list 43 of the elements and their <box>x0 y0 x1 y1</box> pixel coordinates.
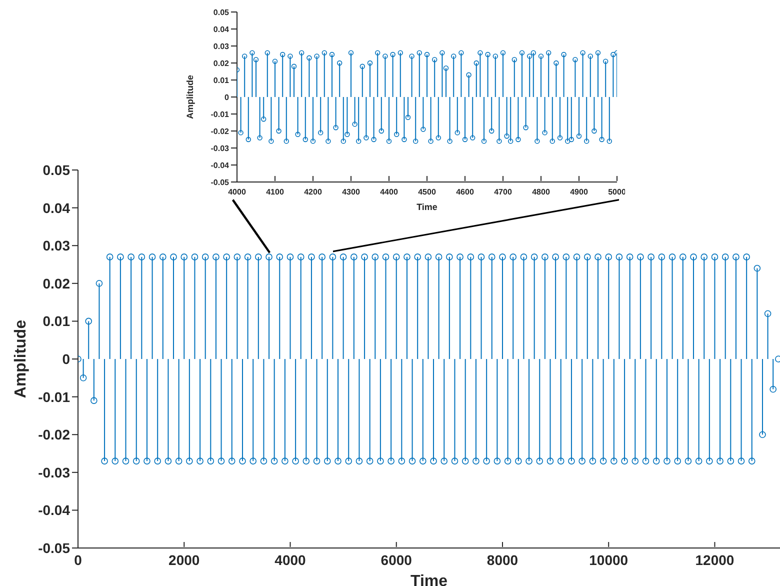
x-tick-label: 6000 <box>380 552 412 568</box>
y-tick-label: -0.03 <box>38 464 70 480</box>
x-tick-label: 4000 <box>274 552 306 568</box>
x-tick-label: 4500 <box>418 188 436 197</box>
x-tick-label: 12000 <box>695 552 734 568</box>
x-tick-label: 4600 <box>456 188 474 197</box>
y-tick-label: -0.05 <box>38 540 70 556</box>
x-axis-title: Time <box>416 202 438 212</box>
x-tick-label: 4700 <box>494 188 512 197</box>
y-tick-label: 0.05 <box>42 162 70 178</box>
y-tick-label: 0.04 <box>42 200 70 216</box>
x-tick-label: 4400 <box>380 188 398 197</box>
y-tick-label: 0.02 <box>42 275 70 292</box>
x-tick-label: 8000 <box>486 552 518 568</box>
x-tick-label: 4800 <box>532 188 550 197</box>
x-tick-label: 2000 <box>168 552 200 568</box>
x-tick-label: 10000 <box>589 552 628 568</box>
y-tick-label: -0.05 <box>210 178 230 187</box>
y-tick-label: 0 <box>224 92 230 102</box>
y-tick-label: -0.01 <box>38 388 70 405</box>
x-tick-label: 4300 <box>342 188 360 197</box>
x-axis-title: Time <box>410 573 448 586</box>
x-tick-label: 0 <box>74 552 82 568</box>
y-axis-title: Amplitude <box>185 75 196 119</box>
y-tick-label: 0.05 <box>213 8 230 17</box>
y-tick-label: 0 <box>62 350 70 367</box>
y-tick-label: 0.03 <box>213 42 230 51</box>
y-tick-label: 0.01 <box>213 76 230 85</box>
y-axis-title: Amplitude <box>12 320 30 398</box>
y-tick-label: 0.04 <box>213 24 230 34</box>
y-tick-label: -0.02 <box>210 126 230 136</box>
y-tick-label: -0.04 <box>210 160 230 170</box>
y-tick-label: -0.04 <box>38 502 70 518</box>
y-tick-label: -0.01 <box>210 110 230 119</box>
y-tick-label: 0.01 <box>42 313 70 330</box>
y-tick-label: -0.02 <box>38 426 70 443</box>
x-tick-label: 4000 <box>228 188 246 197</box>
x-tick-label: 4100 <box>266 188 284 197</box>
y-tick-label: -0.03 <box>210 144 230 153</box>
x-tick-label: 4200 <box>304 188 322 197</box>
x-tick-label: 4900 <box>570 188 588 197</box>
y-tick-label: 0.02 <box>213 58 230 68</box>
y-tick-label: 0.03 <box>42 238 70 254</box>
